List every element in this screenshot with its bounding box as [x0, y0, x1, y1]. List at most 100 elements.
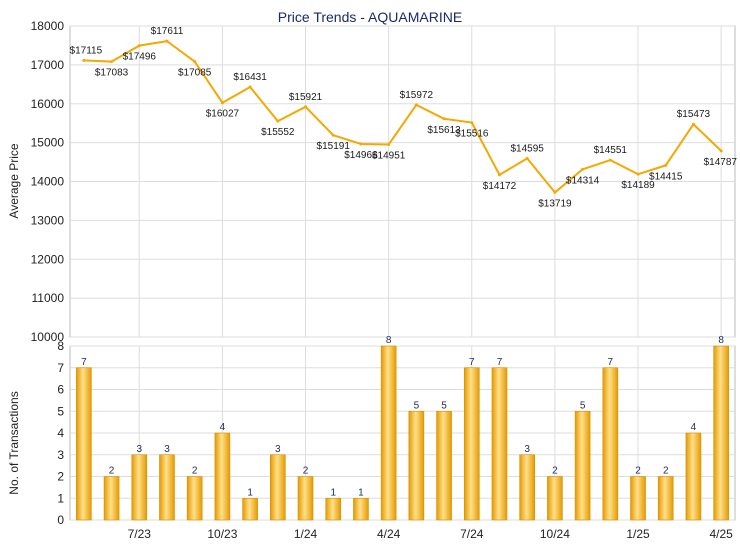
transactions-bar-label: 7 — [608, 357, 614, 368]
price-data-label: $16027 — [206, 109, 240, 120]
price-data-label: $15473 — [677, 109, 711, 120]
price-y-tick-label: 11000 — [32, 291, 65, 305]
transactions-bar-label: 3 — [164, 444, 170, 455]
transactions-y-tick-label: 0 — [57, 513, 64, 527]
price-point — [442, 117, 446, 121]
price-y-tick-label: 10000 — [31, 330, 65, 344]
price-point — [276, 119, 280, 123]
transactions-bar — [103, 476, 120, 521]
price-point — [497, 173, 501, 177]
x-tick-label: 4/25 — [709, 527, 733, 541]
price-series-line — [83, 40, 722, 194]
price-data-label: $17115 — [70, 45, 103, 56]
price-y-tick-label: 14000 — [31, 175, 65, 189]
chart-title: Price Trends - AQUAMARINE — [278, 9, 462, 25]
transactions-bar — [685, 432, 702, 521]
price-point — [137, 44, 141, 48]
price-point — [248, 85, 252, 89]
price-point — [165, 39, 169, 43]
transactions-bar-label: 2 — [663, 466, 669, 477]
price-data-label: $15613 — [427, 125, 461, 136]
transactions-bar — [380, 345, 397, 521]
transactions-bar — [270, 454, 286, 521]
price-data-label: $13719 — [538, 198, 572, 209]
transactions-y-tick-label: 4 — [57, 426, 64, 440]
transactions-bar — [713, 345, 729, 521]
price-point — [581, 167, 585, 171]
transactions-bar — [408, 410, 425, 521]
transactions-bar — [436, 410, 452, 521]
transactions-panel: 8 7 6 5 4 3 2 1 0 7/23 10/23 1/24 4/24 7/24 10/24 1/25 4… — [57, 335, 736, 541]
price-data-label: $14951 — [372, 151, 406, 162]
price-point — [636, 172, 640, 176]
price-data-label: $17083 — [95, 68, 129, 79]
x-tick-label: 4/24 — [377, 527, 401, 541]
transactions-bar-label: 2 — [552, 466, 558, 477]
transactions-bar-label: 4 — [691, 422, 697, 433]
price-point — [664, 163, 668, 167]
price-point — [387, 143, 391, 147]
price-point — [553, 190, 557, 194]
price-y-tick-label: 16000 — [31, 97, 65, 111]
transactions-bar-label: 2 — [635, 466, 641, 477]
price-data-label: $17085 — [178, 68, 212, 79]
transactions-bar-label: 4 — [220, 422, 226, 433]
transactions-y-tick-label: 7 — [57, 361, 64, 375]
price-data-label: $17496 — [123, 52, 157, 63]
transactions-y-tick-label: 2 — [57, 470, 64, 484]
transactions-y-tick-label: 3 — [57, 448, 64, 462]
price-axis-title: Average Price — [7, 143, 21, 218]
price-data-label: $14966 — [344, 150, 378, 161]
transactions-bar — [214, 432, 231, 521]
transactions-bar-label: 5 — [580, 400, 586, 411]
price-data-label: $15972 — [400, 90, 434, 101]
transactions-bar-label: 8 — [718, 335, 724, 346]
price-data-label: $15191 — [317, 141, 351, 152]
transactions-bar — [353, 497, 369, 521]
transactions-bar — [574, 410, 591, 521]
transactions-bar-label: 2 — [303, 466, 309, 477]
transactions-bar-label: 8 — [386, 335, 392, 346]
price-point — [470, 121, 474, 125]
transactions-y-tick-label: 1 — [57, 491, 64, 505]
transactions-bar-label: 2 — [192, 466, 198, 477]
transactions-bar — [325, 497, 342, 521]
price-point — [331, 133, 335, 137]
x-tick-label: 1/25 — [626, 527, 650, 541]
price-data-label: $14189 — [621, 180, 655, 191]
price-data-label: $14595 — [511, 143, 545, 154]
transactions-bar-label: 1 — [247, 487, 253, 498]
transactions-bar — [242, 497, 258, 521]
price-data-label: $17611 — [151, 26, 184, 37]
transactions-bar-label: 3 — [136, 444, 142, 455]
price-data-label: $14787 — [704, 157, 738, 168]
price-data-label: $14551 — [594, 145, 628, 156]
transactions-bar — [519, 454, 535, 521]
price-y-tick-label: 15000 — [31, 136, 65, 150]
transactions-bar-label: 7 — [81, 357, 87, 368]
transactions-bar-label: 1 — [330, 487, 336, 498]
transactions-bar-label: 7 — [469, 357, 475, 368]
transactions-y-tick-label: 5 — [57, 404, 64, 418]
price-data-label: $14314 — [566, 175, 600, 186]
transactions-bar — [76, 367, 92, 521]
price-point — [193, 60, 197, 64]
price-panel: 18000 17000 16000 15000 14000 13000 12000 11000… — [31, 19, 738, 344]
price-point — [82, 58, 86, 62]
transactions-bar — [630, 476, 646, 521]
transactions-bar — [131, 454, 148, 521]
x-tick-label: 10/23 — [207, 527, 237, 541]
transactions-bar — [602, 367, 619, 521]
price-point — [691, 122, 695, 126]
price-point — [359, 142, 363, 146]
price-data-label: $15552 — [261, 127, 295, 138]
transactions-bar-label: 3 — [275, 444, 281, 455]
transactions-bar — [463, 367, 480, 521]
price-data-label: $15921 — [289, 92, 323, 103]
transactions-bar — [657, 476, 674, 521]
price-point — [220, 101, 224, 105]
price-data-label: $14415 — [649, 171, 683, 182]
transactions-bar-label: 5 — [414, 400, 420, 411]
